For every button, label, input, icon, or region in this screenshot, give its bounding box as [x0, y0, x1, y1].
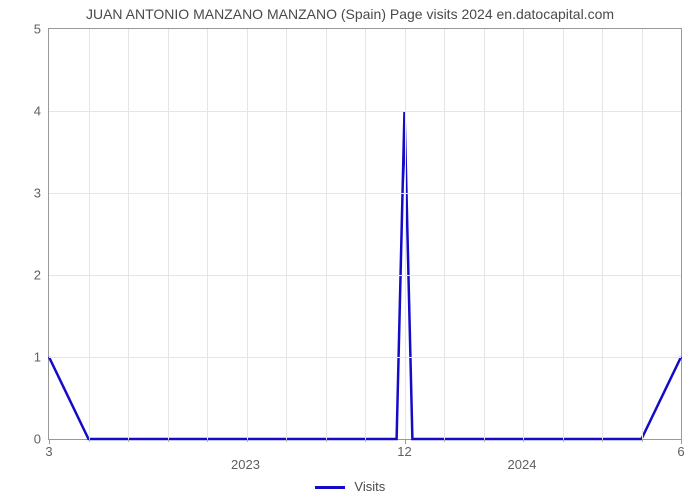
gridline-v — [326, 29, 327, 439]
x-tick-label: 3 — [45, 444, 52, 459]
gridline-v — [484, 29, 485, 439]
gridline-v — [365, 29, 366, 439]
gridline-v — [642, 29, 643, 439]
legend-label: Visits — [354, 479, 385, 494]
x-tick-mark — [642, 439, 643, 442]
x-tick-mark — [168, 439, 169, 442]
x-tick-mark — [365, 439, 366, 442]
gridline-v — [128, 29, 129, 439]
y-tick-label: 3 — [19, 186, 41, 201]
x-tick-mark — [523, 439, 524, 442]
x-tick-mark — [326, 439, 327, 442]
x-tick-mark — [602, 439, 603, 442]
gridline-v — [563, 29, 564, 439]
y-tick-label: 0 — [19, 432, 41, 447]
x-tick-label: 6 — [677, 444, 684, 459]
legend: Visits — [0, 479, 700, 494]
x-tick-mark — [444, 439, 445, 442]
plot-area: 0123453126 — [48, 28, 682, 440]
legend-swatch — [315, 486, 345, 489]
y-tick-label: 4 — [19, 104, 41, 119]
x-tick-mark — [563, 439, 564, 442]
gridline-v — [207, 29, 208, 439]
gridline-v — [168, 29, 169, 439]
x-tick-mark — [89, 439, 90, 442]
x-tick-mark — [247, 439, 248, 442]
x-tick-mark — [128, 439, 129, 442]
gridline-v — [247, 29, 248, 439]
gridline-v — [286, 29, 287, 439]
gridline-v — [444, 29, 445, 439]
chart-title: JUAN ANTONIO MANZANO MANZANO (Spain) Pag… — [0, 0, 700, 22]
y-tick-label: 5 — [19, 22, 41, 37]
gridline-v — [405, 29, 406, 439]
x-tick-mark — [286, 439, 287, 442]
chart-container: JUAN ANTONIO MANZANO MANZANO (Spain) Pag… — [0, 0, 700, 500]
x-tick-mark — [484, 439, 485, 442]
y-tick-label: 1 — [19, 350, 41, 365]
x-group-label: 2024 — [508, 457, 537, 472]
x-tick-label: 12 — [397, 444, 411, 459]
gridline-v — [602, 29, 603, 439]
y-tick-label: 2 — [19, 268, 41, 283]
x-tick-mark — [207, 439, 208, 442]
x-group-label: 2023 — [231, 457, 260, 472]
gridline-v — [523, 29, 524, 439]
gridline-v — [89, 29, 90, 439]
